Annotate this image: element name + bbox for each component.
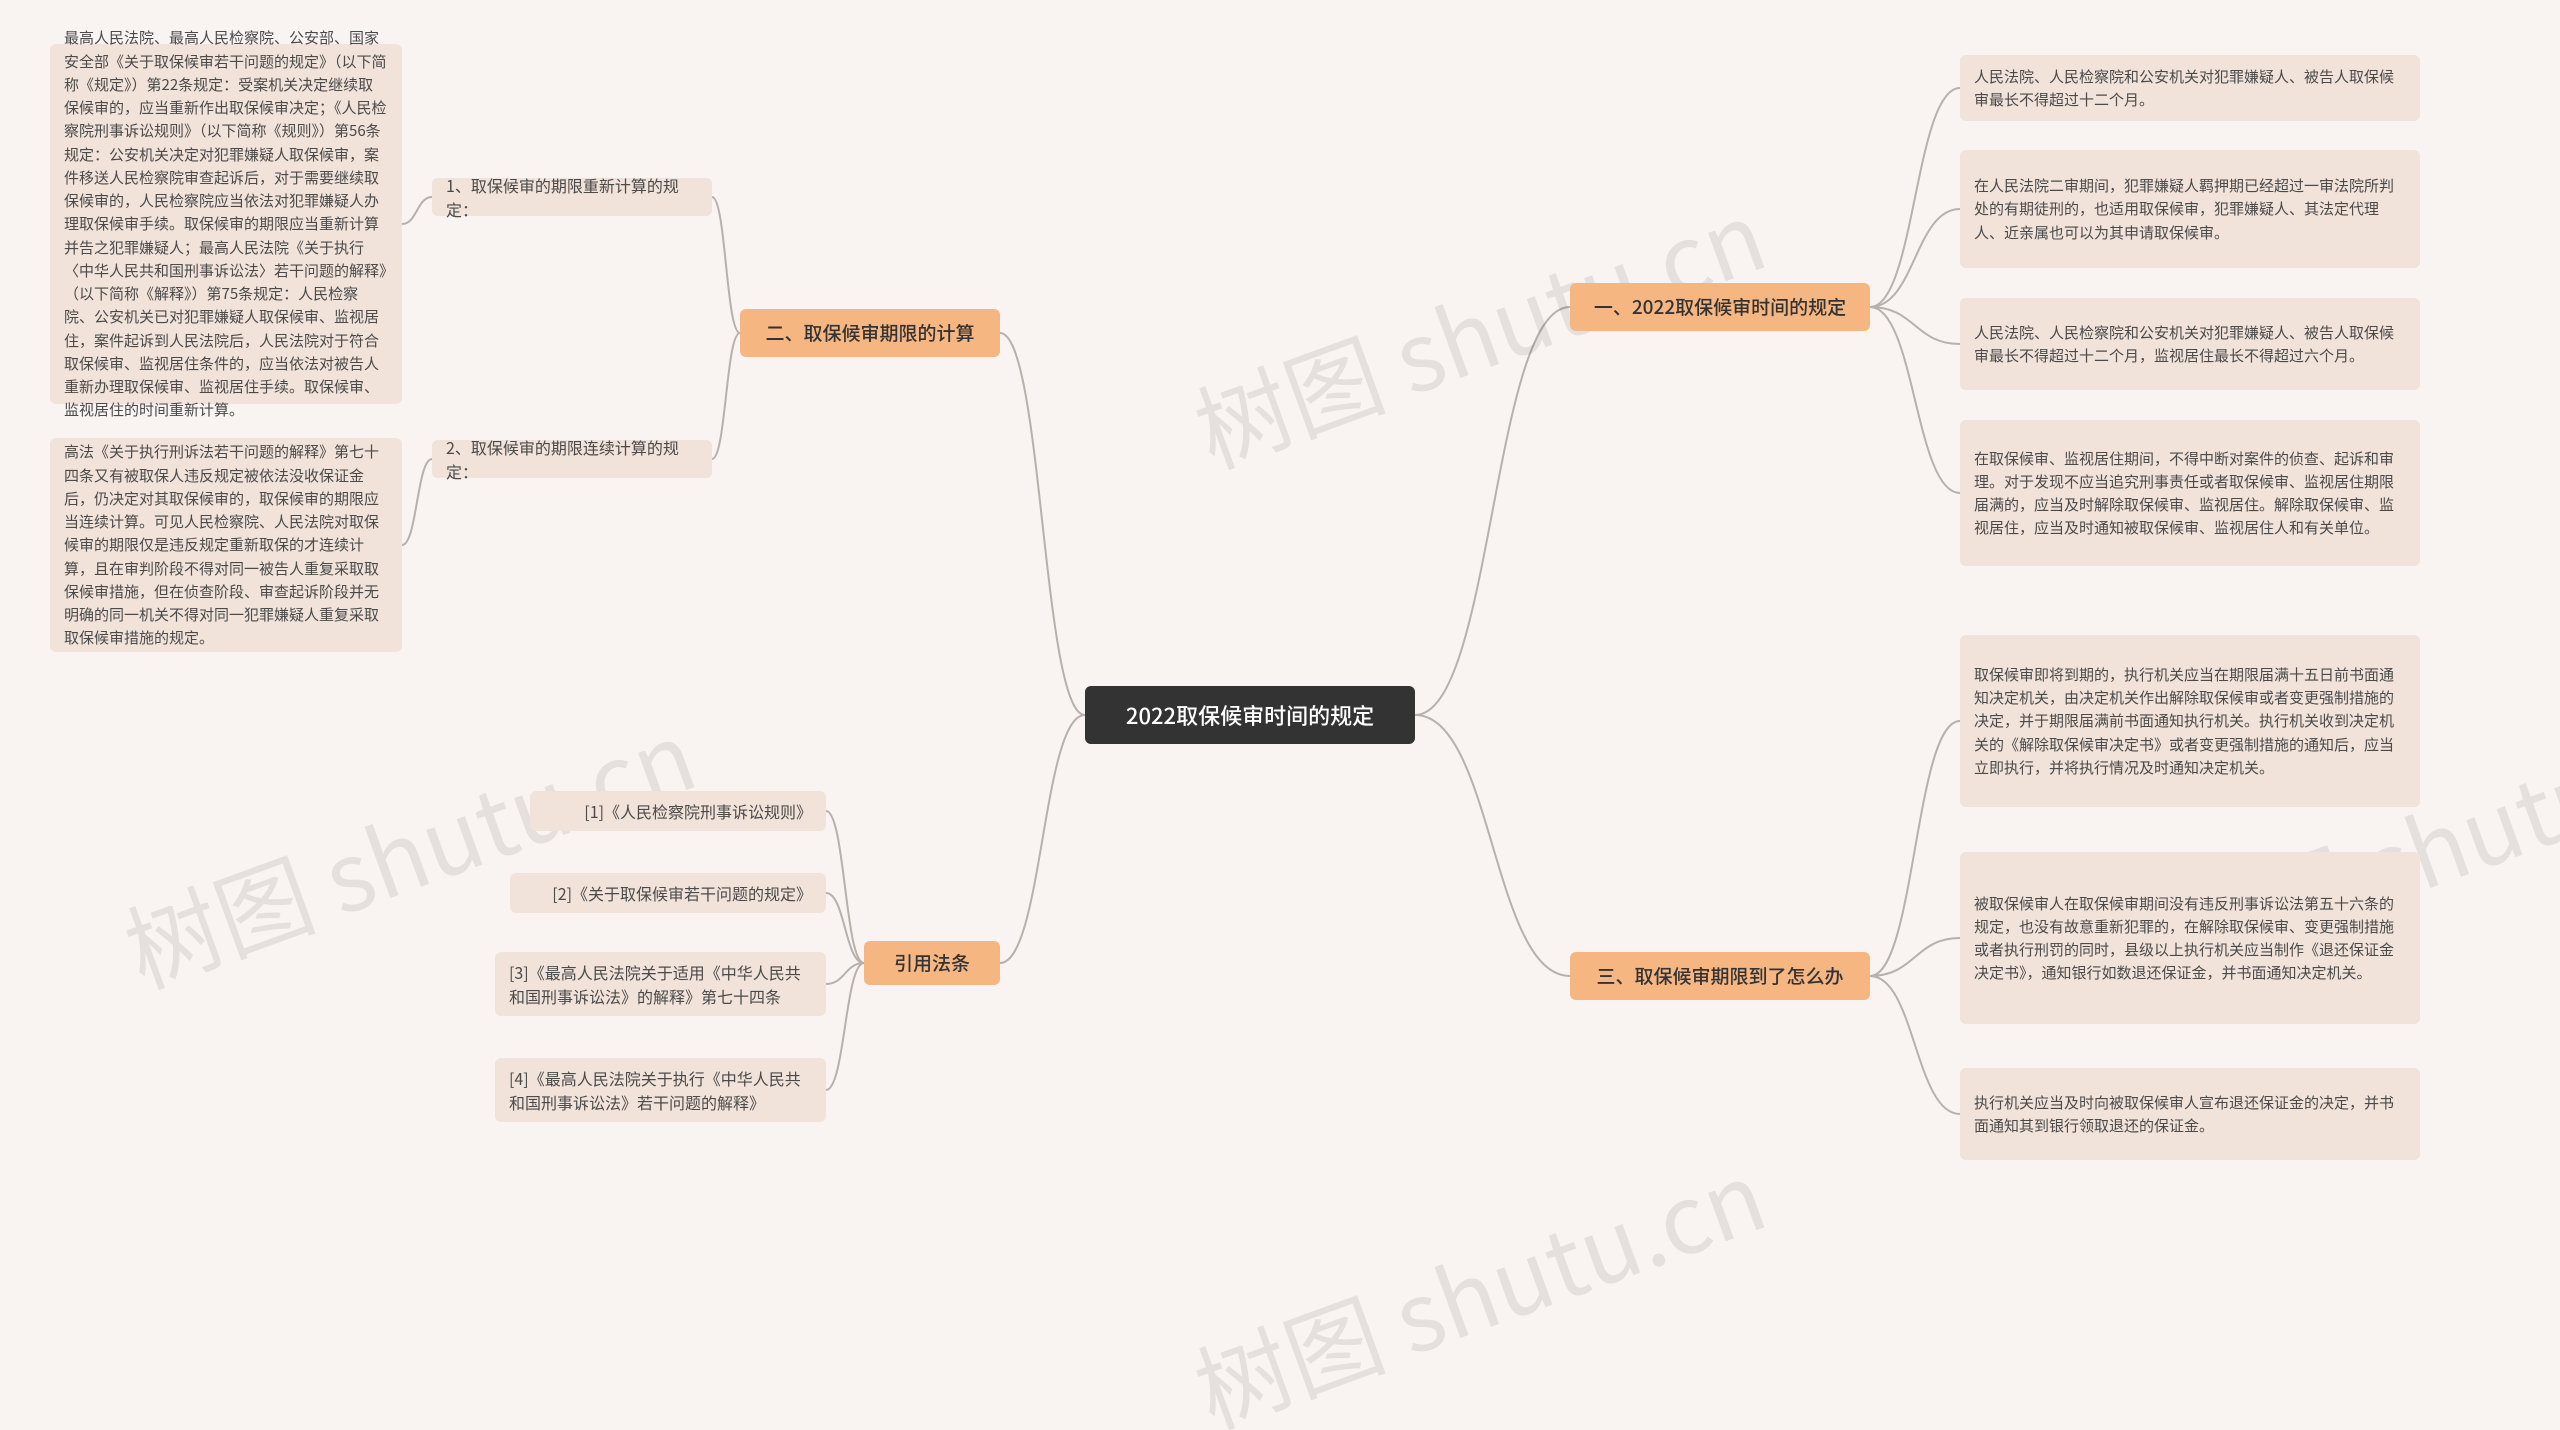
leaf-l2d[interactable]: [4]《最高人民法院关于执行《中华人民共和国刑事诉讼法》若干问题的解释》 (495, 1058, 826, 1122)
leaf-l2c[interactable]: [3]《最高人民法院关于适用《中华人民共和国刑事诉讼法》的解释》第七十四条 (495, 952, 826, 1016)
leaf-r2a[interactable]: 取保候审即将到期的，执行机关应当在期限届满十五日前书面通知决定机关，由决定机关作… (1960, 635, 2420, 807)
branch-r1[interactable]: 一、2022取保候审时间的规定 (1570, 283, 1870, 331)
leaf-r1d-label: 在取保候审、监视居住期间，不得中断对案件的侦查、起诉和审理。对于发现不应当追究刑… (1974, 447, 2406, 540)
leaf-r2b[interactable]: 被取保候审人在取保候审期间没有违反刑事诉讼法第五十六条的规定，也没有故意重新犯罪… (1960, 852, 2420, 1024)
leaf-l1b-label: 2、取保候审的期限连续计算的规定： (446, 435, 698, 483)
leaf-l1a[interactable]: 1、取保候审的期限重新计算的规定： (432, 178, 712, 216)
root-node[interactable]: 2022取保候审时间的规定 (1085, 686, 1415, 744)
leaf-l2d-label: [4]《最高人民法院关于执行《中华人民共和国刑事诉讼法》若干问题的解释》 (509, 1066, 812, 1114)
leaf-r1c[interactable]: 人民法院、人民检察院和公安机关对犯罪嫌疑人、被告人取保候审最长不得超过十二个月，… (1960, 298, 2420, 390)
leaf-r1b[interactable]: 在人民法院二审期间，犯罪嫌疑人羁押期已经超过一审法院所判处的有期徒刑的，也适用取… (1960, 150, 2420, 268)
leaf-l2a-label: [1]《人民检察院刑事诉讼规则》 (584, 799, 812, 823)
branch-r2-label: 三、取保候审期限到了怎么办 (1596, 962, 1843, 991)
leaf-r2b-label: 被取保候审人在取保候审期间没有违反刑事诉讼法第五十六条的规定，也没有故意重新犯罪… (1974, 892, 2406, 985)
leaf-l2c-label: [3]《最高人民法院关于适用《中华人民共和国刑事诉讼法》的解释》第七十四条 (509, 960, 812, 1008)
leaf-l1b[interactable]: 2、取保候审的期限连续计算的规定： (432, 440, 712, 478)
branch-r1-label: 一、2022取保候审时间的规定 (1594, 293, 1846, 322)
leaf-l2a[interactable]: [1]《人民检察院刑事诉讼规则》 (530, 791, 826, 831)
branch-l1-label: 二、取保候审期限的计算 (765, 319, 974, 348)
branch-l2-label: 引用法条 (894, 949, 970, 978)
leaf-l1b_d-label: 高法《关于执行刑诉法若干问题的解释》第七十四条又有被取保人违反规定被依法没收保证… (64, 440, 388, 649)
leaf-l2b-label: [2]《关于取保候审若干问题的规定》 (552, 881, 812, 905)
leaf-r1c-label: 人民法院、人民检察院和公安机关对犯罪嫌疑人、被告人取保候审最长不得超过十二个月，… (1974, 321, 2406, 368)
leaf-r1a[interactable]: 人民法院、人民检察院和公安机关对犯罪嫌疑人、被告人取保候审最长不得超过十二个月。 (1960, 55, 2420, 121)
watermark-text: 树图 shutu.cn (1175, 1122, 1782, 1430)
leaf-r2a-label: 取保候审即将到期的，执行机关应当在期限届满十五日前书面通知决定机关，由决定机关作… (1974, 663, 2406, 779)
leaf-l1a-label: 1、取保候审的期限重新计算的规定： (446, 173, 698, 221)
leaf-r1a-label: 人民法院、人民检察院和公安机关对犯罪嫌疑人、被告人取保候审最长不得超过十二个月。 (1974, 65, 2406, 112)
branch-l2[interactable]: 引用法条 (864, 941, 1000, 985)
leaf-l1a_d-label: 最高人民法院、最高人民检察院、公安部、国家安全部《关于取保候审若干问题的规定》（… (64, 26, 388, 421)
leaf-r1b-label: 在人民法院二审期间，犯罪嫌疑人羁押期已经超过一审法院所判处的有期徒刑的，也适用取… (1974, 174, 2406, 244)
root-label: 2022取保候审时间的规定 (1126, 699, 1374, 732)
leaf-l1a_d[interactable]: 最高人民法院、最高人民检察院、公安部、国家安全部《关于取保候审若干问题的规定》（… (50, 44, 402, 404)
leaf-r1d[interactable]: 在取保候审、监视居住期间，不得中断对案件的侦查、起诉和审理。对于发现不应当追究刑… (1960, 420, 2420, 566)
leaf-l1b_d[interactable]: 高法《关于执行刑诉法若干问题的解释》第七十四条又有被取保人违反规定被依法没收保证… (50, 438, 402, 652)
branch-l1[interactable]: 二、取保候审期限的计算 (740, 309, 1000, 357)
leaf-l2b[interactable]: [2]《关于取保候审若干问题的规定》 (510, 873, 826, 913)
leaf-r2c-label: 执行机关应当及时向被取保候审人宣布退还保证金的决定，并书面通知其到银行领取退还的… (1974, 1091, 2406, 1138)
leaf-r2c[interactable]: 执行机关应当及时向被取保候审人宣布退还保证金的决定，并书面通知其到银行领取退还的… (1960, 1068, 2420, 1160)
branch-r2[interactable]: 三、取保候审期限到了怎么办 (1570, 952, 1870, 1000)
